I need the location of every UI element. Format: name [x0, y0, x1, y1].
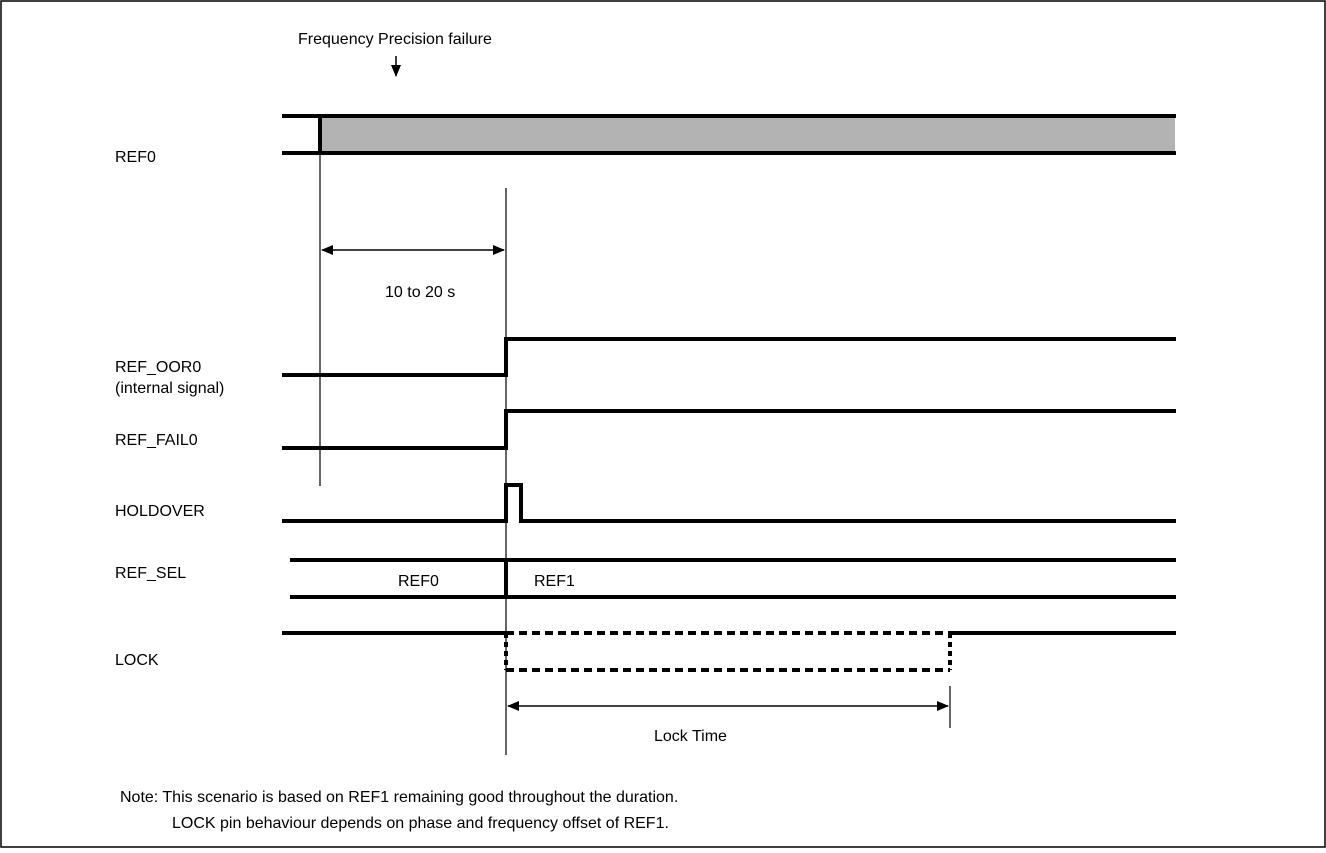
failure-annotation: Frequency Precision failure: [298, 31, 492, 48]
note-line-1: Note: This scenario is based on REF1 rem…: [120, 789, 678, 806]
ref0-shaded-region: [321, 116, 1175, 153]
lock-time-annotation: Lock Time: [654, 728, 727, 745]
ref-oor0-waveform: [282, 337, 1176, 377]
ref-fail0-waveform: [282, 409, 1176, 450]
ref-oor0-sublabel: (internal signal): [115, 380, 224, 397]
holdover-waveform: [282, 483, 1176, 523]
ref-sel-value-ref1: REF1: [534, 573, 575, 590]
interval-annotation: 10 to 20 s: [385, 284, 455, 301]
note-line-2: LOCK pin behaviour depends on phase and …: [172, 815, 669, 832]
ref0-waveform: [282, 114, 1176, 155]
ref-sel-waveform: [290, 558, 1176, 599]
lock-waveform: [282, 631, 1176, 672]
ref0-label: REF0: [115, 149, 156, 166]
ref-sel-label: REF_SEL: [115, 565, 186, 582]
lock-label: LOCK: [115, 652, 159, 669]
holdover-label: HOLDOVER: [115, 503, 205, 520]
ref-oor0-label: REF_OOR0: [115, 359, 201, 376]
ref-sel-value-ref0: REF0: [398, 573, 439, 590]
ref-fail0-label: REF_FAIL0: [115, 432, 198, 449]
